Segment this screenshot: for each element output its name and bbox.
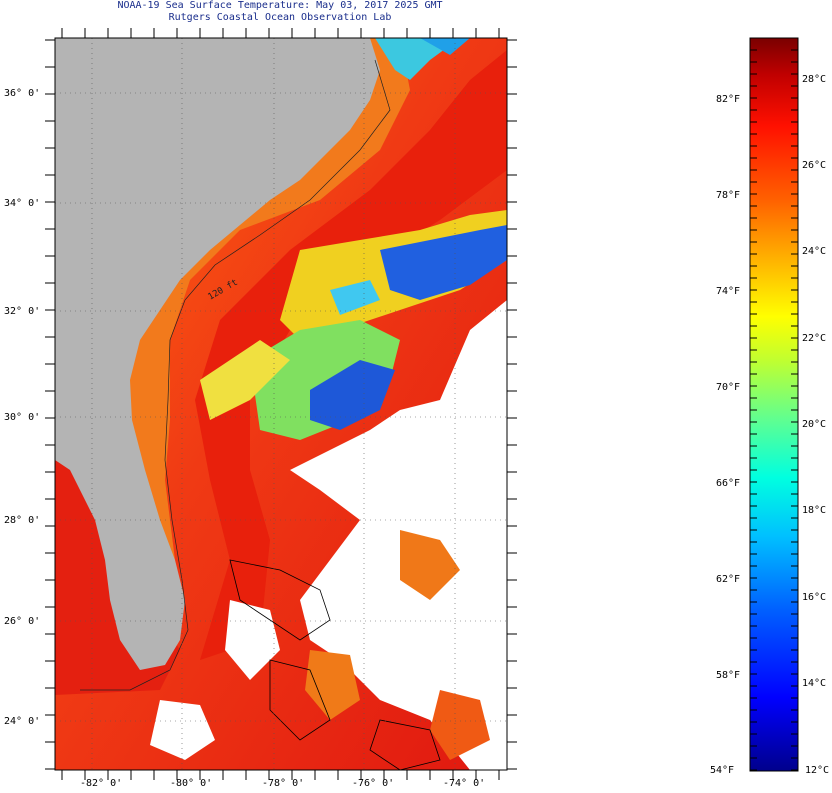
cb-c-16: 16°C — [802, 592, 827, 603]
lon-label-82: -82° 0' — [80, 778, 123, 789]
map-title: NOAA-19 Sea Surface Temperature: May 03,… — [117, 0, 443, 11]
lat-label-36: 36° 0' — [4, 88, 41, 99]
cloud-patch-1 — [400, 530, 460, 600]
cb-c-18: 18°C — [802, 505, 827, 516]
cool-filament-4 — [310, 360, 395, 430]
cb-c-20: 20°C — [802, 419, 827, 430]
cb-c-12: 12°C — [805, 765, 830, 776]
cb-c-24: 24°C — [802, 246, 827, 257]
lat-label-26: 26° 0' — [4, 616, 41, 627]
cb-c-28: 28°C — [802, 74, 827, 85]
contour-120ft — [80, 59, 391, 691]
cb-f-74: 74°F — [716, 286, 741, 297]
axis-ticks — [45, 28, 517, 780]
colorbar-gradient — [749, 37, 799, 772]
temperature-colorbar — [749, 37, 799, 772]
lat-label-30: 30° 0' — [4, 412, 41, 423]
lat-label-24: 24° 0' — [4, 716, 41, 727]
cool-filament-3 — [250, 320, 400, 440]
cloud-cover — [290, 300, 507, 770]
lon-label-80: -80° 0' — [170, 778, 213, 789]
gulf-stream — [195, 50, 507, 660]
cb-f-62: 62°F — [716, 574, 741, 585]
cloud-patch-4 — [225, 600, 280, 680]
lon-label-76: -76° 0' — [352, 778, 395, 789]
lat-label-28: 28° 0' — [4, 515, 41, 526]
sst-map: 120 ft — [45, 28, 517, 780]
cb-f-58: 58°F — [716, 670, 741, 681]
map-subtitle: Rutgers Coastal Ocean Observation Lab — [168, 12, 392, 23]
cb-c-14: 14°C — [802, 678, 827, 689]
cb-f-82: 82°F — [716, 94, 741, 105]
lon-label-78: -78° 0' — [262, 778, 305, 789]
cb-c-22: 22°C — [802, 333, 827, 344]
bahamas-banks — [229, 559, 441, 770]
land-mass — [55, 38, 380, 670]
cool-filament-2 — [380, 225, 507, 300]
cool-water-north-2 — [420, 38, 470, 55]
cloud-patch-5 — [150, 700, 215, 760]
cloud-patch-2 — [430, 690, 490, 760]
cb-f-66: 66°F — [716, 478, 741, 489]
map-frame — [54, 37, 508, 771]
cool-filament-6 — [330, 280, 380, 315]
lon-label-74: -74° 0' — [443, 778, 486, 789]
cb-f-54: 54°F — [710, 765, 735, 776]
lat-label-34: 34° 0' — [4, 198, 41, 209]
map-gridlines — [55, 38, 507, 770]
cool-filament-5 — [200, 340, 290, 420]
lat-label-32: 32° 0' — [4, 306, 41, 317]
cb-f-70: 70°F — [716, 382, 741, 393]
cb-c-26: 26°C — [802, 160, 827, 171]
cloud-patch-3 — [305, 650, 360, 720]
cb-f-78: 78°F — [716, 190, 741, 201]
